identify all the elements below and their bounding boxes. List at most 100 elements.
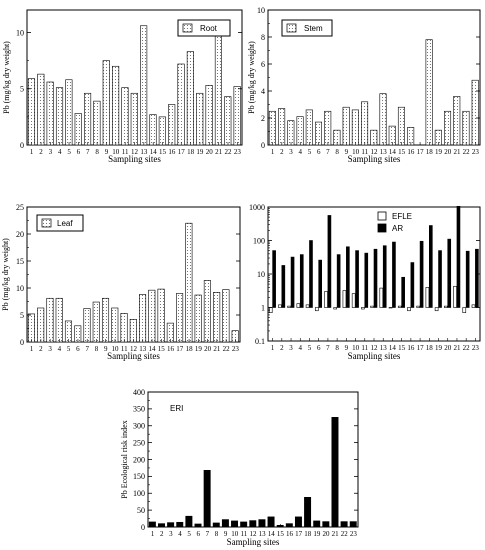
- bar-root: [205, 85, 213, 146]
- legend-label-ar: AR: [392, 224, 403, 233]
- x-axis-label: Sampling sites: [227, 537, 280, 547]
- y-axis-label: Pb (mg/kg dry weight): [247, 41, 256, 114]
- bar-stem: [324, 110, 332, 146]
- bar-root: [55, 87, 64, 146]
- bar-efle: [296, 303, 301, 308]
- y-tick-label: 0: [20, 338, 24, 347]
- x-tick-label: 4: [299, 344, 303, 352]
- bar-leaf: [157, 288, 165, 343]
- y-tick-label: 5: [20, 311, 24, 320]
- x-tick-label: 2: [280, 148, 284, 156]
- bar-efle: [351, 293, 356, 308]
- x-tick-label: 2: [39, 148, 43, 156]
- legend-label: ERI: [170, 404, 183, 413]
- x-tick-label: 19: [435, 148, 443, 156]
- x-tick-label: 15: [158, 345, 166, 353]
- x-tick-label: 1: [30, 345, 34, 353]
- bar-leaf: [203, 280, 211, 343]
- x-tick-label: 16: [407, 148, 415, 156]
- bar-root: [46, 81, 54, 146]
- bar-leaf: [185, 222, 193, 343]
- x-tick-label: 23: [472, 344, 480, 352]
- x-tick-label: 6: [77, 148, 81, 156]
- x-tick-label: 5: [67, 345, 71, 353]
- bar-ar: [346, 246, 350, 308]
- x-tick-label: 15: [398, 344, 406, 352]
- x-tick-label: 9: [224, 530, 228, 538]
- x-tick-label: 16: [168, 148, 176, 156]
- x-tick-label: 6: [317, 344, 321, 352]
- x-tick-label: 16: [286, 530, 294, 538]
- bar-ar: [456, 205, 461, 308]
- bar-root: [140, 25, 148, 146]
- y-tick-label: 300: [133, 422, 145, 431]
- bar-root: [102, 60, 110, 146]
- x-tick-label: 22: [341, 530, 349, 538]
- bar-root: [168, 104, 176, 146]
- bar-eri: [203, 469, 211, 528]
- x-tick-label: 21: [215, 148, 223, 156]
- bar-stem: [361, 101, 369, 146]
- x-tick-label: 7: [86, 148, 90, 156]
- x-tick-label: 1: [30, 148, 34, 156]
- bar-stem: [453, 96, 461, 146]
- y-tick-label: 100: [253, 236, 265, 245]
- bar-stem: [397, 106, 405, 146]
- legend: Root: [177, 19, 231, 37]
- x-axis-label: Sampling sites: [348, 154, 401, 164]
- x-tick-label: 3: [48, 345, 52, 353]
- x-tick-label: 8: [335, 344, 339, 352]
- bar-stem: [314, 121, 323, 146]
- x-tick-label: 7: [326, 344, 330, 352]
- x-tick-label: 19: [196, 148, 204, 156]
- bar-efle: [444, 305, 448, 308]
- y-tick-label: 50: [137, 506, 145, 515]
- x-tick-label: 22: [224, 148, 232, 156]
- bar-ar: [364, 252, 369, 308]
- x-tick-label: 2: [39, 345, 43, 353]
- x-tick-label: 22: [223, 345, 231, 353]
- x-tick-label: 1: [271, 344, 275, 352]
- legend-swatch: [41, 218, 52, 228]
- x-tick-label: 11: [122, 148, 129, 156]
- y-tick-label: 10: [257, 270, 265, 279]
- x-tick-label: 7: [85, 345, 89, 353]
- y-tick-label: 10: [16, 28, 24, 37]
- bar-stem: [471, 79, 479, 146]
- x-tick-label: 10: [231, 530, 239, 538]
- x-tick-label: 18: [187, 148, 195, 156]
- y-tick-label: 20: [16, 230, 24, 239]
- y-tick-label: 15: [16, 257, 24, 266]
- y-tick-label: 5: [20, 85, 24, 94]
- bar-root: [65, 79, 73, 146]
- bar-ar: [318, 259, 323, 308]
- y-tick-label: 10: [16, 284, 24, 293]
- bar-efle: [324, 291, 328, 308]
- x-tick-label: 5: [187, 530, 191, 538]
- x-tick-label: 20: [204, 345, 212, 353]
- legend-label: Leaf: [57, 219, 73, 228]
- x-tick-label: 18: [186, 345, 194, 353]
- x-tick-label: 16: [167, 345, 175, 353]
- x-tick-label: 8: [215, 530, 219, 538]
- bar-leaf: [148, 289, 156, 343]
- x-tick-label: 21: [332, 530, 340, 538]
- bar-ar: [419, 240, 424, 308]
- x-tick-label: 2: [160, 530, 164, 538]
- x-tick-label: 3: [289, 344, 293, 352]
- bar-root: [233, 86, 241, 146]
- x-tick-label: 16: [407, 344, 415, 352]
- legend-swatch-ar: [377, 223, 387, 233]
- x-tick-label: 3: [49, 148, 53, 156]
- x-tick-label: 4: [58, 148, 62, 156]
- bar-stem: [351, 109, 359, 146]
- bar-eri: [331, 417, 339, 528]
- bar-ar: [382, 245, 387, 308]
- x-tick-label: 17: [176, 345, 184, 353]
- x-tick-label: 15: [277, 530, 285, 538]
- bar-efle: [453, 285, 457, 308]
- bar-efle: [287, 305, 291, 308]
